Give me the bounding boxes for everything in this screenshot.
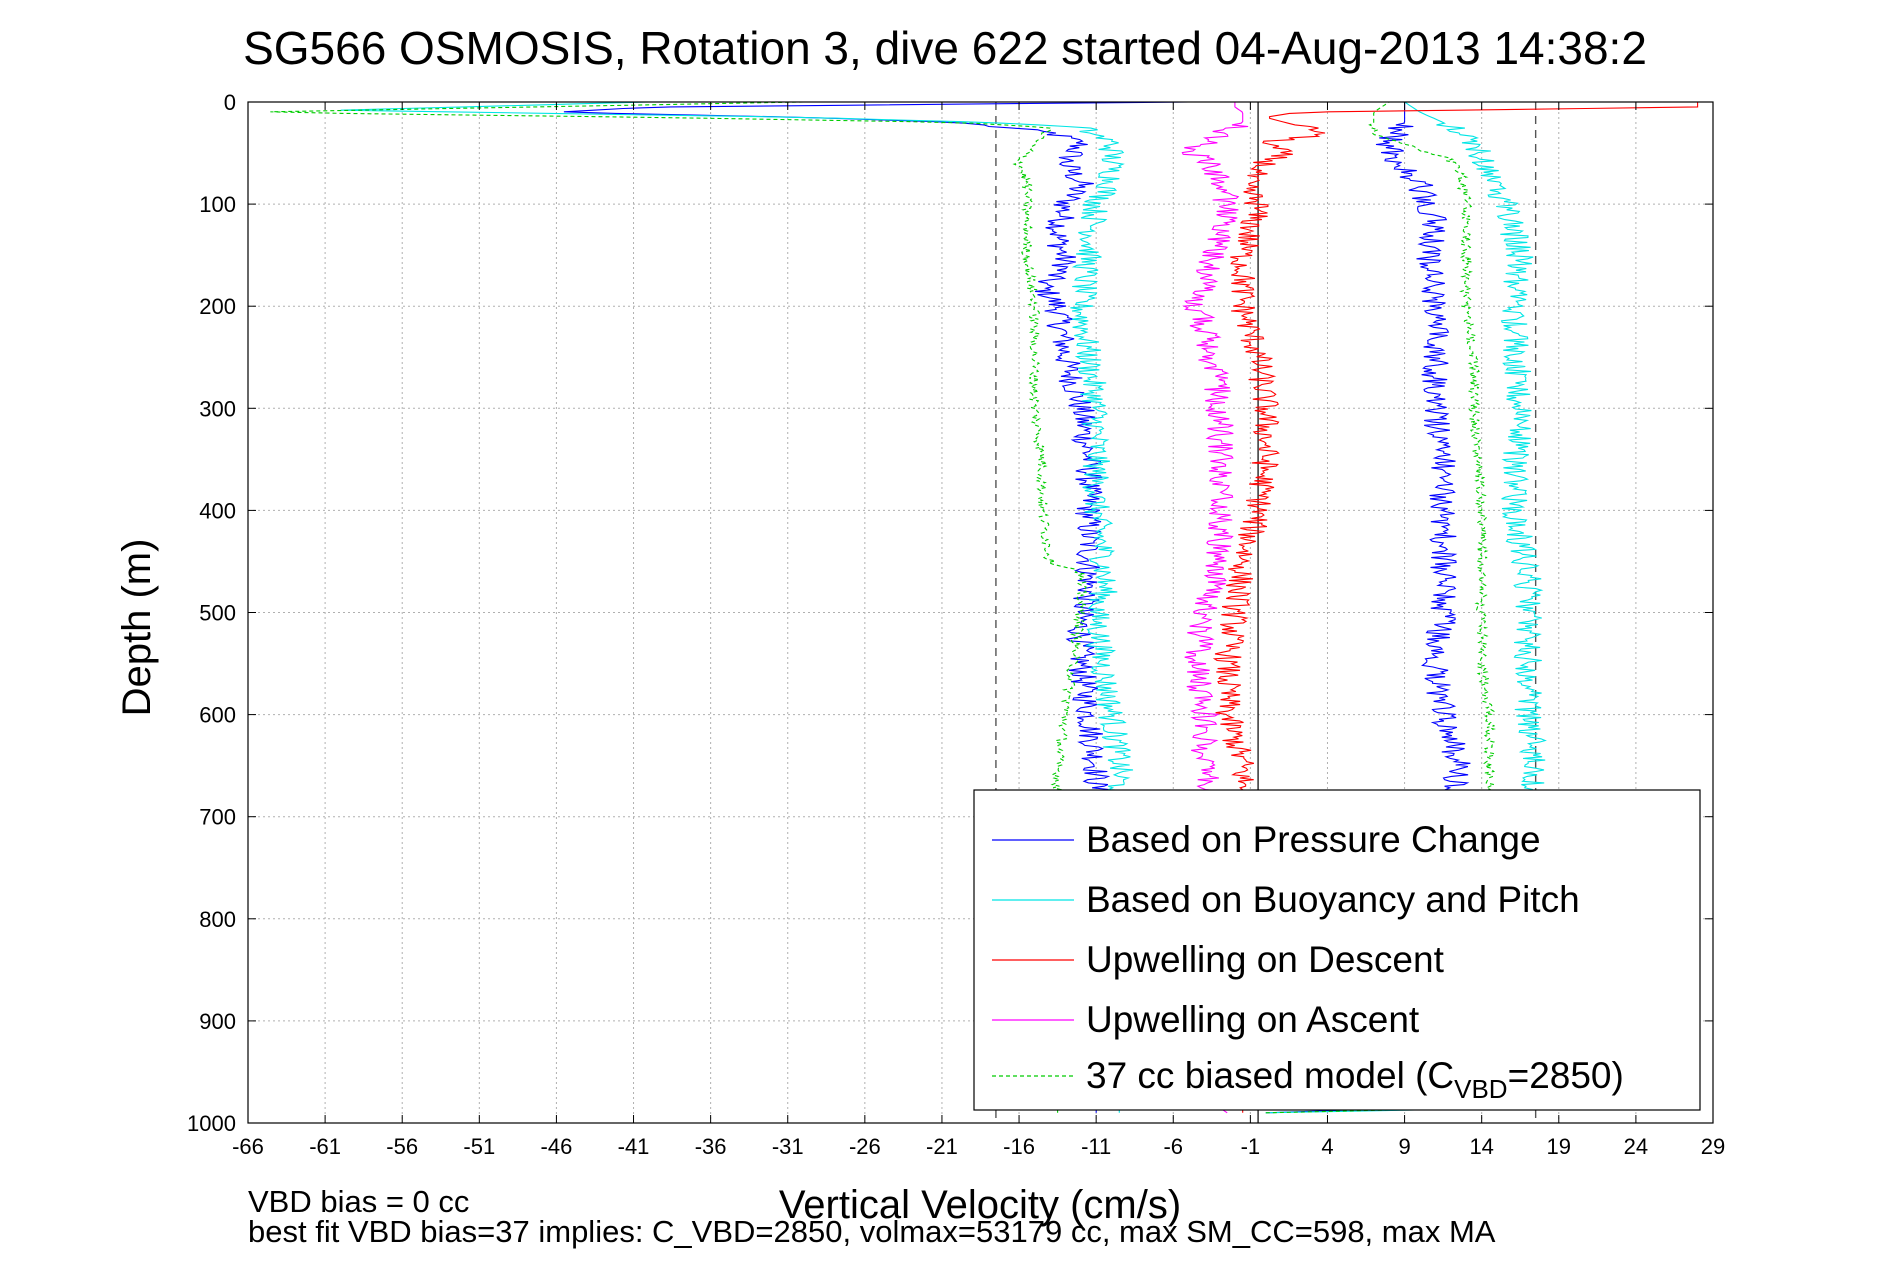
y-tick-label: 800 xyxy=(199,907,236,932)
legend-label-buoyancy: Based on Buoyancy and Pitch xyxy=(1086,879,1580,920)
y-tick-label: 200 xyxy=(199,294,236,319)
chart-title: SG566 OSMOSIS, Rotation 3, dive 622 star… xyxy=(243,22,1647,74)
legend-model-suffix: =2850) xyxy=(1508,1055,1624,1096)
x-tick-label: -11 xyxy=(1081,1134,1111,1159)
x-tick-label: 4 xyxy=(1321,1134,1333,1159)
y-tick-label: 400 xyxy=(199,498,236,523)
x-tick-label: -1 xyxy=(1241,1134,1261,1159)
footer-fit-note: best fit VBD bias=37 implies: C_VBD=2850… xyxy=(248,1214,1496,1249)
x-tick-label: 29 xyxy=(1701,1134,1725,1159)
x-tick-label: -61 xyxy=(309,1134,341,1159)
y-tick-label: 700 xyxy=(199,805,236,830)
legend-model-subscript: VBD xyxy=(1454,1074,1507,1104)
x-tick-label: -51 xyxy=(463,1134,495,1159)
y-tick-label: 900 xyxy=(199,1009,236,1034)
y-tick-labels: 0 100 200 300 400 500 600 700 800 900 1000 xyxy=(187,90,1713,1136)
x-tick-label: -36 xyxy=(695,1134,727,1159)
x-tick-label: -16 xyxy=(1003,1134,1035,1159)
legend-box xyxy=(973,789,1701,1111)
x-tick-label: -66 xyxy=(232,1134,264,1159)
x-tick-label: -26 xyxy=(849,1134,881,1159)
footer-bias-note: VBD bias = 0 cc xyxy=(248,1184,469,1219)
legend-label-up-ascent: Upwelling on Ascent xyxy=(1086,999,1420,1040)
y-axis-label: Depth (m) xyxy=(115,539,159,717)
legend-label-model: 37 cc biased model (CVBD=2850) xyxy=(1086,1055,1624,1104)
legend: Based on Pressure Change Based on Buoyan… xyxy=(973,789,1701,1111)
x-tick-label: 24 xyxy=(1624,1134,1648,1159)
x-tick-label: 14 xyxy=(1469,1134,1493,1159)
x-tick-label: 9 xyxy=(1398,1134,1410,1159)
x-tick-label: -46 xyxy=(541,1134,573,1159)
legend-label-up-descent: Upwelling on Descent xyxy=(1086,939,1445,980)
series-model-ascent xyxy=(1265,101,1497,1114)
legend-label-pressure: Based on Pressure Change xyxy=(1086,819,1541,860)
x-tick-label: -56 xyxy=(386,1134,418,1159)
x-axis-label: Vertical Velocity (cm/s) xyxy=(779,1183,1181,1227)
y-tick-label: 100 xyxy=(199,192,236,217)
x-tick-label: 19 xyxy=(1547,1134,1571,1159)
y-tick-label: 1000 xyxy=(187,1111,236,1136)
y-tick-label: 500 xyxy=(199,601,236,626)
x-tick-label: -41 xyxy=(618,1134,650,1159)
x-tick-label: -6 xyxy=(1163,1134,1183,1159)
x-tick-label: -21 xyxy=(926,1134,958,1159)
x-tick-label: -31 xyxy=(772,1134,804,1159)
y-tick-label: 300 xyxy=(199,396,236,421)
x-tick-labels: -66 -61 -56 -51 -46 -41 -36 -31 -26 -21 -16 -11 -6 -1… xyxy=(232,102,1725,1159)
y-tick-label: 0 xyxy=(224,90,236,115)
series-model-descent xyxy=(270,101,1088,1113)
legend-model-prefix: 37 cc biased model (C xyxy=(1086,1055,1454,1096)
y-tick-label: 600 xyxy=(199,703,236,728)
